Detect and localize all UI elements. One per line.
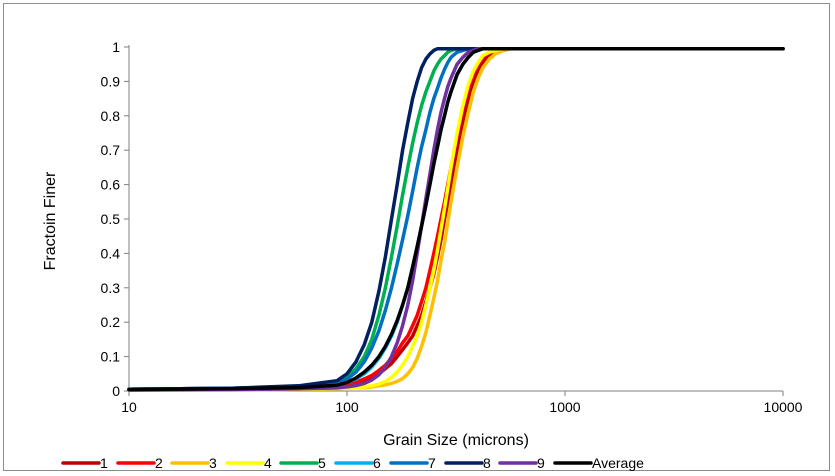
y-tick-label: 0.6 (101, 177, 121, 193)
legend-label-7: 7 (428, 455, 436, 471)
legend-label-4: 4 (264, 455, 272, 471)
x-tick-label: 100 (335, 399, 359, 415)
y-tick-label: 0.1 (101, 349, 121, 365)
x-tick-label: 10000 (764, 399, 803, 415)
series-line-8 (127, 46, 785, 392)
series-line-9 (127, 46, 785, 392)
legend-label-1: 1 (100, 455, 108, 471)
legend-label-6: 6 (373, 455, 381, 471)
series-line-average (127, 46, 785, 392)
y-tick-label: 0.3 (101, 280, 121, 296)
legend-label-5: 5 (318, 455, 326, 471)
series-line-5 (127, 46, 785, 392)
series-line-2 (127, 46, 785, 392)
series-line-7 (127, 46, 785, 392)
y-axis-title: Fractoin Finer (42, 171, 59, 270)
series-line-4 (127, 46, 785, 392)
y-tick-label: 0.7 (101, 142, 121, 158)
series-line-1 (127, 46, 785, 392)
y-tick-label: 0.8 (101, 108, 121, 124)
y-tick-label: 0.9 (101, 73, 121, 89)
x-axis-title: Grain Size (microns) (383, 432, 529, 449)
legend-label-3: 3 (209, 455, 217, 471)
series-line-3 (127, 46, 785, 392)
legend-label-2: 2 (155, 455, 163, 471)
legend-label-9: 9 (537, 455, 545, 471)
y-tick-label: 0.5 (101, 211, 121, 227)
x-tick-label: 1000 (549, 399, 580, 415)
y-tick-label: 0.4 (101, 245, 121, 261)
x-tick-label: 10 (121, 399, 137, 415)
series-line-6 (127, 46, 785, 392)
y-tick-label: 0 (112, 383, 120, 399)
y-tick-label: 0.2 (101, 314, 121, 330)
y-tick-label: 1 (112, 39, 120, 55)
legend-label-8: 8 (483, 455, 491, 471)
legend-label-average: Average (592, 455, 644, 471)
